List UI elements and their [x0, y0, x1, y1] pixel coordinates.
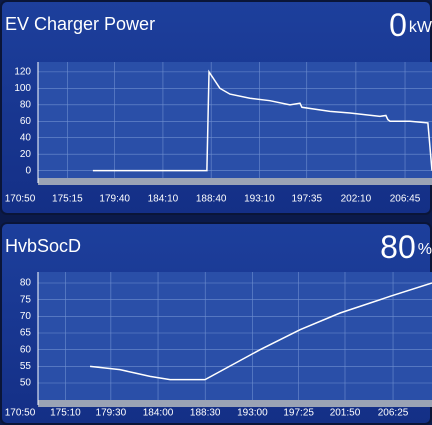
- y-tick-label: 60: [20, 116, 32, 127]
- plot-footer-bar: [38, 400, 432, 407]
- data-line: [89, 282, 432, 381]
- current-value: 80%: [380, 229, 432, 265]
- x-tick-label: 179:40: [99, 194, 130, 205]
- y-tick-label: 60: [20, 344, 32, 355]
- x-tick-label: 179:30: [96, 408, 127, 419]
- y-tick-label: 120: [14, 67, 31, 78]
- plot-area: [38, 272, 432, 405]
- y-tick-label: 80: [20, 278, 32, 289]
- x-tick-label: 206:25: [378, 408, 409, 419]
- x-tick-label: 202:10: [341, 194, 372, 205]
- y-tick-label: 20: [20, 149, 32, 160]
- y-tick-label: 50: [20, 378, 32, 389]
- y-tick-label: 0: [25, 165, 31, 176]
- x-tick-label: 188:30: [190, 408, 221, 419]
- current-value-unit: kW: [409, 19, 432, 36]
- x-tick-label: 197:35: [291, 194, 322, 205]
- plot-footer-bar: [38, 178, 432, 185]
- x-tick-label: 193:00: [237, 408, 268, 419]
- panel-title: EV Charger Power: [5, 14, 155, 34]
- panel-title: HvbSocD: [5, 236, 81, 256]
- x-tick-label: 175:15: [52, 194, 83, 205]
- y-tick-label: 65: [20, 328, 32, 339]
- current-value-unit: %: [418, 241, 432, 258]
- y-tick-label: 55: [20, 361, 32, 372]
- plot-area: [38, 62, 432, 183]
- y-tick-label: 40: [20, 132, 32, 143]
- x-tick-label: 197:25: [283, 408, 314, 419]
- x-tick-label: 170:50: [5, 194, 36, 205]
- current-value-number: 0: [389, 7, 407, 43]
- x-tick-label: 193:10: [244, 194, 275, 205]
- y-tick-label: 80: [20, 99, 32, 110]
- current-value-number: 80: [380, 229, 416, 265]
- y-tick-label: 75: [20, 294, 32, 305]
- current-value: 0 kW: [389, 7, 432, 43]
- data-line: [92, 69, 432, 172]
- x-tick-label: 188:40: [196, 194, 227, 205]
- y-tick-label: 70: [20, 311, 32, 322]
- x-tick-label: 175:10: [50, 408, 81, 419]
- x-tick-label: 206:45: [390, 194, 421, 205]
- x-tick-label: 184:00: [143, 408, 174, 419]
- x-tick-label: 170:50: [5, 408, 36, 419]
- x-tick-label: 184:10: [148, 194, 179, 205]
- x-tick-label: 201:50: [330, 408, 361, 419]
- y-tick-label: 100: [14, 83, 31, 94]
